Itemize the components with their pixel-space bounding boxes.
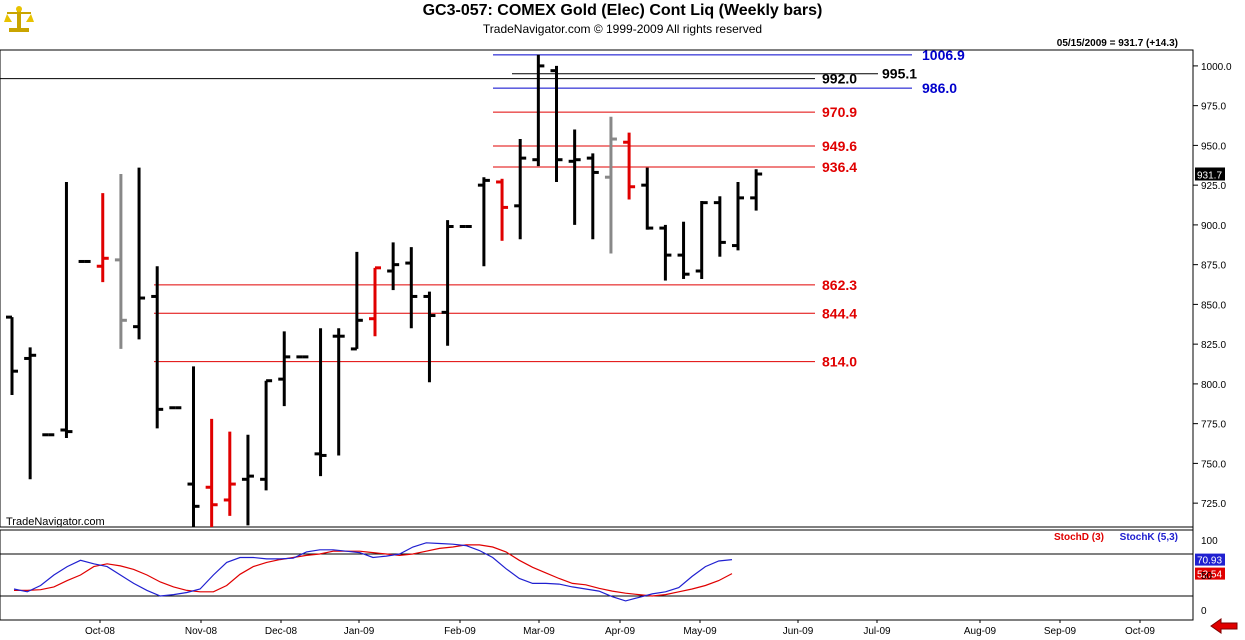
ohlc-bar bbox=[187, 366, 200, 527]
x-tick-label: Jun-09 bbox=[783, 626, 814, 637]
stoch-series-line bbox=[13, 542, 733, 602]
level-label: 936.4 bbox=[822, 159, 857, 175]
watermark: TradeNavigator.com bbox=[6, 516, 105, 528]
ohlc-bar bbox=[314, 328, 327, 477]
x-tick-label: Oct-08 bbox=[85, 626, 115, 637]
last-price-box bbox=[1195, 167, 1225, 181]
level-label: 1006.9 bbox=[922, 47, 965, 63]
ohlc-bar bbox=[205, 418, 218, 527]
price-panel-frame bbox=[0, 49, 1194, 528]
ohlc-bar bbox=[514, 139, 527, 240]
ohlc-bar bbox=[241, 434, 254, 526]
level-label: 992.0 bbox=[822, 71, 857, 87]
ohlc-bar bbox=[623, 132, 636, 200]
ohlc-bar bbox=[477, 177, 490, 267]
stoch-tick-label: 100 bbox=[1201, 536, 1218, 547]
price-tick-label: 900.0 bbox=[1201, 221, 1226, 232]
stoch-series-line bbox=[14, 544, 733, 597]
price-tick-label: 975.0 bbox=[1201, 102, 1226, 113]
ohlc-bar bbox=[387, 242, 400, 291]
x-tick-label: Sep-09 bbox=[1044, 626, 1077, 637]
ohlc-bar bbox=[260, 379, 273, 491]
ohlc-bar bbox=[441, 220, 454, 346]
x-tick-label: Nov-08 bbox=[185, 626, 218, 637]
ohlc-bar bbox=[278, 331, 291, 407]
x-tick-label: Aug-09 bbox=[964, 626, 997, 637]
x-tick-label: Dec-08 bbox=[265, 626, 298, 637]
ohlc-bar bbox=[223, 431, 236, 516]
ohlc-bar bbox=[550, 65, 563, 182]
x-tick-label: Apr-09 bbox=[605, 626, 635, 637]
scroll-left-arrow-icon[interactable] bbox=[1209, 618, 1239, 634]
level-label: 986.0 bbox=[922, 80, 957, 96]
ohlc-bar bbox=[6, 315, 18, 396]
chart-subtitle: TradeNavigator.com © 1999-2009 All right… bbox=[482, 22, 763, 36]
ohlc-bar bbox=[695, 201, 708, 279]
ohlc-bar bbox=[332, 328, 345, 456]
ohlc-bar bbox=[151, 266, 164, 429]
x-tick-label: Feb-09 bbox=[444, 626, 476, 637]
price-tick-label: 1000.0 bbox=[1201, 62, 1232, 73]
level-label: 995.1 bbox=[882, 66, 917, 82]
stoch-panel-frame bbox=[0, 529, 1194, 621]
price-tick-label: 750.0 bbox=[1201, 459, 1226, 470]
level-label: 949.6 bbox=[822, 138, 857, 154]
ohlc-bar bbox=[133, 167, 146, 340]
ohlc-bar bbox=[568, 129, 581, 225]
price-tick-label: 800.0 bbox=[1201, 380, 1226, 391]
legend-stochk: StochK (5,3) bbox=[1120, 532, 1178, 543]
price-tick-label: 925.0 bbox=[1201, 181, 1226, 192]
stoch-last-box bbox=[1195, 553, 1225, 566]
ohlc-bar bbox=[641, 167, 654, 230]
x-tick-label: May-09 bbox=[683, 626, 717, 637]
ohlc-bar bbox=[659, 224, 672, 281]
ohlc-bar bbox=[604, 116, 617, 254]
ohlc-bar bbox=[586, 153, 599, 240]
price-tick-label: 775.0 bbox=[1201, 420, 1226, 431]
ohlc-bar bbox=[732, 181, 744, 251]
level-label: 814.0 bbox=[822, 354, 857, 370]
stoch-tick-label: 50 bbox=[1201, 571, 1213, 582]
ohlc-bar bbox=[532, 54, 545, 167]
price-tick-label: 950.0 bbox=[1201, 141, 1226, 152]
ohlc-bar bbox=[496, 178, 509, 241]
x-tick-label: Jul-09 bbox=[863, 626, 891, 637]
x-tick-label: Jan-09 bbox=[344, 626, 375, 637]
ohlc-bar bbox=[96, 193, 109, 283]
chart-title: GC3-057: COMEX Gold (Elec) Cont Liq (Wee… bbox=[422, 2, 823, 19]
ohlc-bar bbox=[677, 221, 690, 279]
price-tick-label: 875.0 bbox=[1201, 261, 1226, 272]
ohlc-bar bbox=[350, 251, 363, 351]
ohlc-bar bbox=[405, 247, 418, 329]
last-price-label: 931.7 bbox=[1197, 170, 1222, 181]
x-tick-label: Oct-09 bbox=[1125, 626, 1155, 637]
ohlc-bar bbox=[713, 196, 726, 257]
price-tick-label: 825.0 bbox=[1201, 340, 1226, 351]
gold-scale-icon bbox=[4, 6, 34, 32]
level-label: 862.3 bbox=[822, 277, 857, 293]
last-quote: 05/15/2009 = 931.7 (+14.3) bbox=[1057, 38, 1178, 49]
ohlc-bar bbox=[750, 169, 763, 211]
stoch-last-label: 52.54 bbox=[1197, 570, 1222, 581]
level-label: 970.9 bbox=[822, 104, 857, 120]
legend-stochd: StochD (3) bbox=[1054, 532, 1104, 543]
ohlc-bar bbox=[114, 174, 127, 349]
stoch-last-label: 70.93 bbox=[1197, 556, 1222, 567]
stoch-last-box bbox=[1195, 567, 1225, 580]
price-tick-label: 850.0 bbox=[1201, 300, 1226, 311]
ohlc-bar bbox=[369, 266, 381, 337]
stoch-tick-label: 0 bbox=[1201, 606, 1207, 617]
ohlc-bar bbox=[60, 181, 73, 438]
level-label: 844.4 bbox=[822, 305, 857, 321]
ohlc-bar bbox=[423, 291, 436, 383]
x-tick-label: Mar-09 bbox=[523, 626, 555, 637]
ohlc-bar bbox=[24, 347, 37, 480]
price-tick-label: 725.0 bbox=[1201, 499, 1226, 510]
